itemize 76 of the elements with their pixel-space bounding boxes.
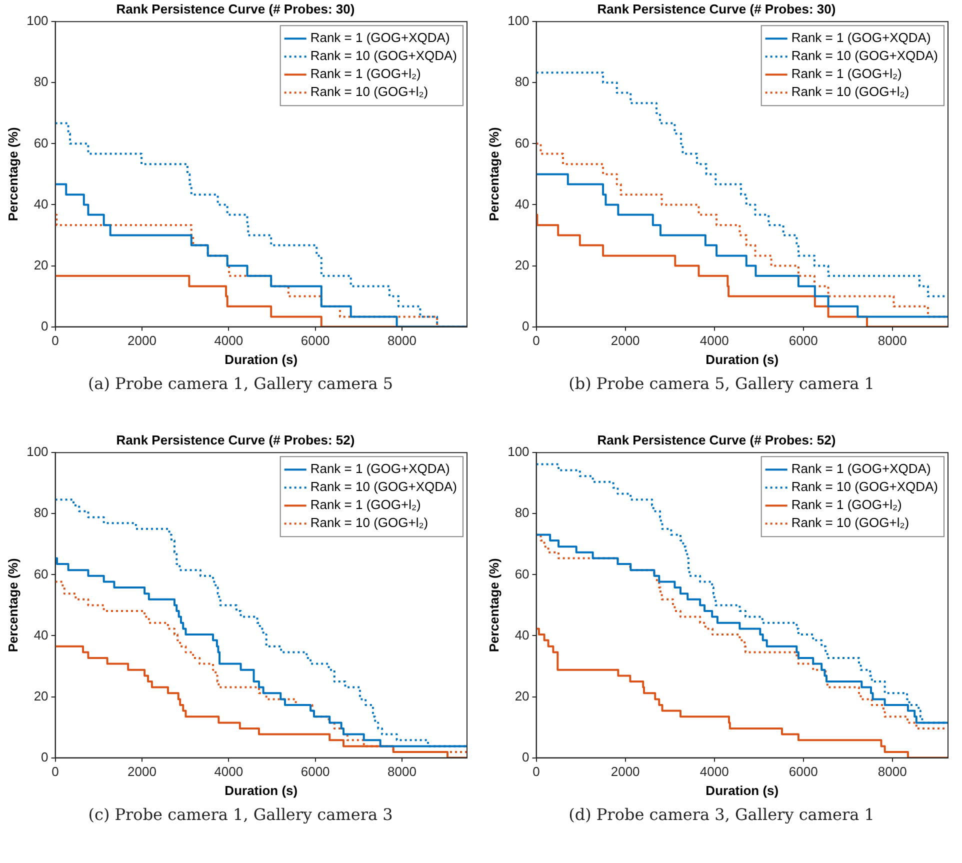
text: (c) Probe camera 1, Gallery camera 3 bbox=[87, 805, 394, 824]
x-tick-label: 2000 bbox=[128, 764, 156, 780]
y-tick-label: 0 bbox=[522, 749, 530, 764]
x-tick-label: 0 bbox=[52, 764, 59, 780]
y-axis-title: Percentage (%) bbox=[5, 127, 20, 222]
x-tick-label: 4000 bbox=[214, 333, 244, 348]
legend-label: Rank = 1 (GOG+l₂) bbox=[791, 497, 902, 512]
y-tick-label: 100 bbox=[26, 444, 48, 460]
chart-title: Rank Persistence Curve (# Probes: 30) bbox=[116, 1, 355, 16]
chart-title: Rank Persistence Curve (# Probes: 52) bbox=[597, 432, 836, 448]
x-tick-label: 4000 bbox=[214, 764, 244, 780]
x-tick-label: 0 bbox=[532, 333, 540, 348]
legend-label: Rank = 10 (GOG+l₂) bbox=[791, 84, 910, 100]
y-tick-label: 40 bbox=[34, 627, 48, 642]
legend-label: Rank = 1 (GOG+l₂) bbox=[791, 66, 902, 82]
x-tick-label: 6000 bbox=[788, 764, 818, 780]
y-tick-label: 40 bbox=[514, 196, 530, 212]
text: (b) Probe camera 5, Gallery camera 1 bbox=[568, 374, 876, 393]
y-tick-label: 0 bbox=[522, 318, 530, 334]
legend-label: Rank = 1 (GOG+l₂) bbox=[310, 497, 421, 512]
y-tick-label: 20 bbox=[34, 688, 48, 704]
x-tick-label: 0 bbox=[532, 764, 540, 780]
x-axis-title: Duration (s) bbox=[706, 782, 779, 798]
x-tick-label: 4000 bbox=[700, 764, 729, 780]
x-tick-label: 6000 bbox=[300, 764, 330, 780]
y-tick-label: 20 bbox=[514, 257, 530, 272]
legend-label: Rank = 10 (GOG+l₂) bbox=[310, 515, 428, 530]
y-axis-title: Percentage (%) bbox=[5, 558, 20, 652]
legend-label: Rank = 10 (GOG+XQDA) bbox=[310, 48, 458, 64]
x-axis-title: Duration (s) bbox=[224, 782, 298, 798]
legend-label: Rank = 1 (GOG+XQDA) bbox=[791, 30, 931, 46]
y-tick-label: 40 bbox=[514, 627, 530, 642]
y-tick-label: 60 bbox=[514, 135, 530, 150]
y-tick-label: 20 bbox=[34, 257, 48, 272]
y-tick-label: 60 bbox=[514, 566, 530, 582]
text: (d) Probe camera 3, Gallery camera 1 bbox=[568, 805, 876, 824]
x-tick-label: 6000 bbox=[788, 333, 818, 348]
x-tick-label: 8000 bbox=[388, 764, 416, 780]
x-tick-label: 2000 bbox=[128, 333, 156, 348]
y-tick-label: 100 bbox=[508, 444, 530, 460]
x-axis-title: Duration (s) bbox=[224, 352, 298, 367]
legend-label: Rank = 1 (GOG+XQDA) bbox=[791, 461, 931, 476]
y-tick-label: 80 bbox=[514, 74, 530, 90]
text: (a) Probe camera 1, Gallery camera 5 bbox=[86, 374, 394, 393]
y-tick-label: 80 bbox=[34, 74, 48, 90]
x-tick-label: 0 bbox=[52, 333, 59, 348]
y-tick-label: 0 bbox=[41, 318, 48, 334]
x-tick-label: 6000 bbox=[300, 333, 330, 348]
legend-label: Rank = 10 (GOG+XQDA) bbox=[791, 479, 938, 494]
x-tick-label: 8000 bbox=[878, 764, 907, 780]
legend-label: Rank = 10 (GOG+l₂) bbox=[791, 515, 910, 530]
x-tick-label: 4000 bbox=[700, 333, 729, 348]
x-tick-label: 8000 bbox=[878, 333, 907, 348]
legend-label: Rank = 10 (GOG+l₂) bbox=[310, 84, 428, 100]
y-tick-label: 60 bbox=[34, 135, 48, 150]
legend-label: Rank = 10 (GOG+XQDA) bbox=[791, 48, 938, 64]
x-tick-label: 2000 bbox=[610, 333, 640, 348]
chart-title: Rank Persistence Curve (# Probes: 30) bbox=[597, 1, 836, 16]
y-tick-label: 80 bbox=[514, 505, 530, 520]
legend-label: Rank = 10 (GOG+XQDA) bbox=[310, 479, 458, 494]
y-tick-label: 40 bbox=[34, 196, 48, 212]
legend-label: Rank = 1 (GOG+XQDA) bbox=[310, 461, 450, 476]
y-tick-label: 100 bbox=[508, 13, 530, 28]
y-axis-title: Percentage (%) bbox=[486, 127, 502, 222]
y-tick-label: 80 bbox=[34, 505, 48, 520]
chart-title: Rank Persistence Curve (# Probes: 52) bbox=[116, 432, 355, 448]
x-axis-title: Duration (s) bbox=[706, 352, 779, 367]
legend-label: Rank = 1 (GOG+l₂) bbox=[310, 66, 421, 82]
x-tick-label: 8000 bbox=[388, 333, 416, 348]
x-tick-label: 2000 bbox=[610, 764, 640, 780]
y-tick-label: 20 bbox=[514, 688, 530, 704]
y-axis-title: Percentage (%) bbox=[486, 558, 502, 652]
legend-label: Rank = 1 (GOG+XQDA) bbox=[310, 30, 450, 46]
y-tick-label: 100 bbox=[26, 13, 48, 28]
y-tick-label: 0 bbox=[41, 749, 48, 764]
y-tick-label: 60 bbox=[34, 566, 48, 582]
